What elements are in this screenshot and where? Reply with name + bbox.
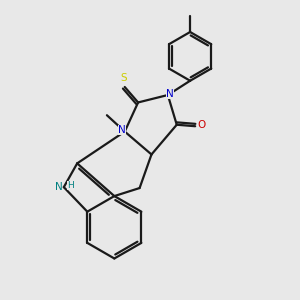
Text: N: N: [166, 88, 174, 98]
Text: H: H: [67, 181, 74, 190]
Text: N: N: [118, 125, 126, 135]
Text: N: N: [55, 182, 62, 192]
Text: S: S: [120, 73, 127, 83]
Text: O: O: [198, 120, 206, 130]
